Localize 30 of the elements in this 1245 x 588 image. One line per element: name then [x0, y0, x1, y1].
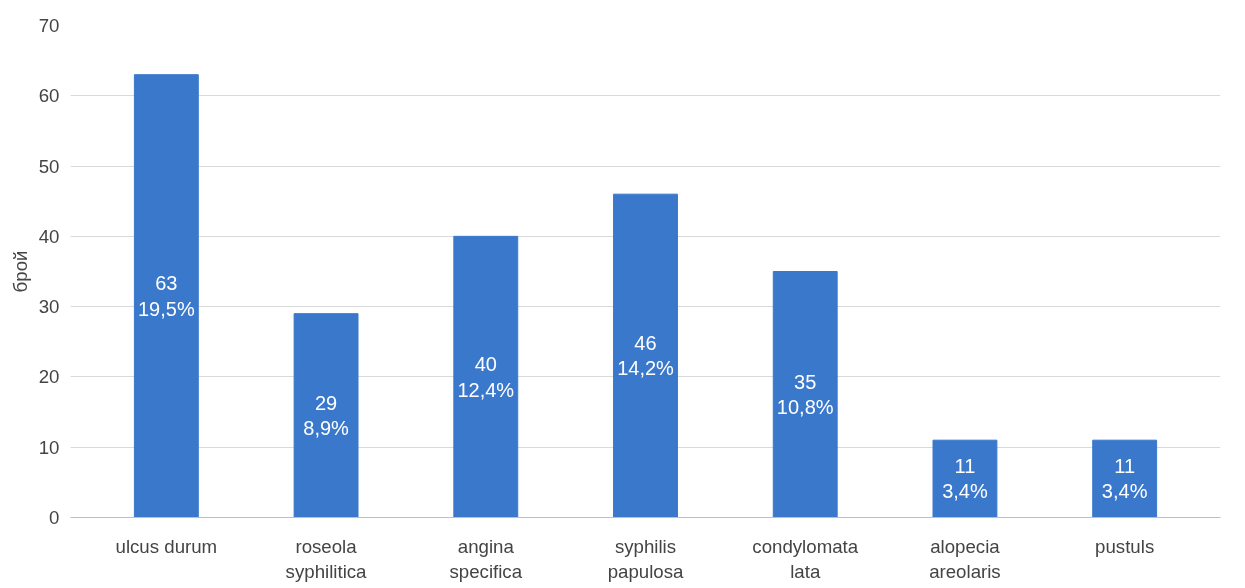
y-tick-label: 70: [38, 15, 60, 36]
data-label: 63 19,5%: [137, 272, 195, 320]
data-label: 40 12,4%: [457, 353, 515, 401]
bar: [932, 439, 998, 518]
x-tick-label: alopecia areolaris: [929, 535, 1001, 582]
x-tick-label: angina specifica: [449, 535, 523, 582]
x-tick-label: syphilis papulosa: [607, 535, 684, 582]
y-tick-label: 30: [38, 296, 60, 318]
y-tick-label: 50: [38, 155, 60, 177]
bar: [453, 235, 519, 518]
y-tick-label: 40: [38, 225, 60, 247]
y-tick-label: 0: [49, 507, 60, 528]
y-tick-label: 20: [38, 366, 60, 388]
bar: [613, 193, 678, 518]
data-label: 11 3,4%: [1101, 455, 1148, 503]
bar: [772, 271, 838, 518]
data-label: 29 8,9%: [303, 391, 350, 440]
y-tick-label: 10: [38, 436, 60, 458]
data-label: 35 10,8%: [776, 370, 834, 419]
x-tick-label: roseola syphilitica: [285, 535, 368, 582]
data-label: 11 3,4%: [942, 455, 988, 503]
data-label: 46 14,2%: [617, 332, 675, 380]
y-tick-label: 60: [38, 85, 60, 107]
bar: [1092, 439, 1158, 518]
y-axis-title: брой: [9, 250, 31, 293]
bar: [133, 74, 199, 518]
x-tick-label: condylomata lata: [752, 535, 859, 582]
bar: [293, 313, 359, 518]
x-tick-label: ulcus durum: [115, 535, 218, 557]
x-tick-label: pustuls: [1095, 535, 1155, 557]
